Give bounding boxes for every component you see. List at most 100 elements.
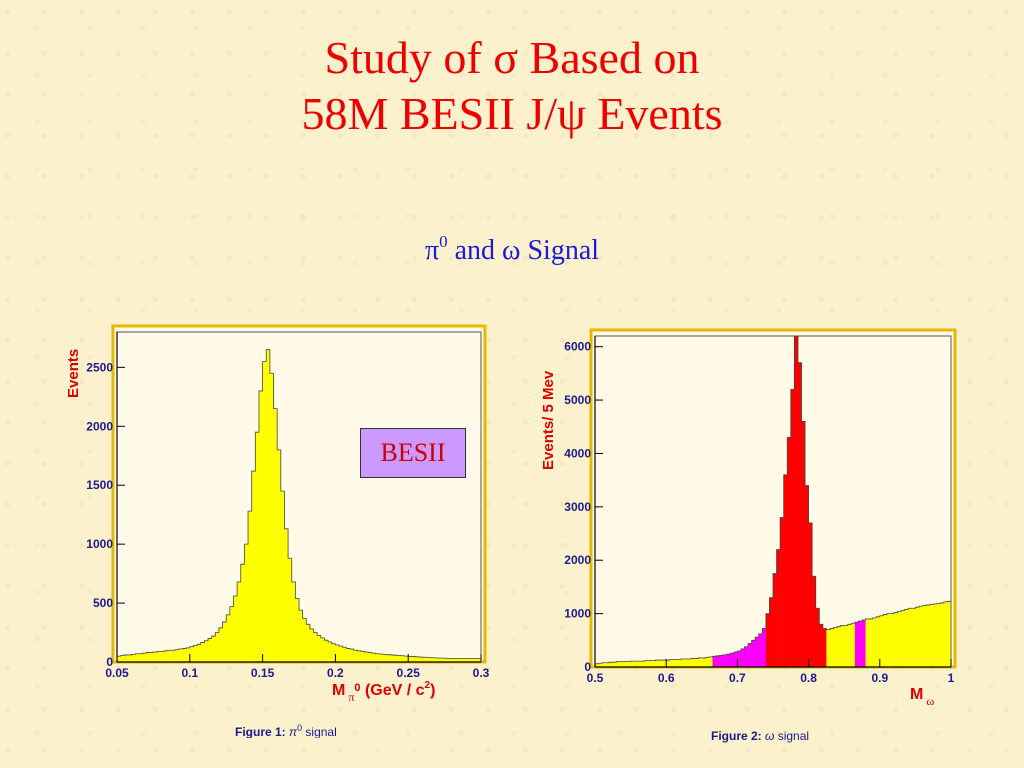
histogram-bin [819, 624, 824, 667]
histogram-bin [266, 349, 271, 662]
histogram-bin [897, 611, 902, 667]
histogram-bin [444, 658, 449, 662]
x-tick-label: 0.15 [251, 666, 275, 680]
histogram-bin [189, 646, 194, 662]
histogram-bin [462, 658, 467, 662]
histogram-bin [164, 650, 169, 662]
histogram-bin [167, 650, 172, 662]
histogram-bin [371, 653, 376, 662]
x-label-pi: π [345, 690, 354, 704]
x-tick-label: 0.7 [729, 671, 746, 685]
histogram-bin [153, 651, 158, 662]
y-tick-label: 1500 [86, 478, 113, 492]
y-tick-label: 5000 [564, 393, 591, 407]
figure-caption: Figure 1: π0 signal [235, 723, 337, 738]
histogram-bin [598, 663, 603, 667]
histogram-bin [386, 654, 391, 662]
histogram-bin [477, 658, 482, 662]
histogram-bin [426, 657, 431, 662]
histogram-bin [659, 660, 663, 667]
histogram-bin [943, 601, 948, 667]
y-tick-label: 2000 [86, 419, 113, 433]
histogram-bin [890, 613, 895, 667]
x-label-sup: 0 [354, 682, 360, 694]
histogram-bin [451, 658, 456, 662]
histogram-bin [258, 390, 263, 662]
histogram-bin [433, 657, 438, 662]
x-axis-label: M π0 (GeV / c2) [332, 680, 435, 704]
histogram-bin [716, 655, 720, 667]
histogram-bin [240, 564, 245, 662]
histogram-bin [182, 648, 187, 662]
histogram-bin [393, 655, 398, 662]
histogram-bin [218, 627, 223, 662]
y-axis-label: Events/ 5 Mev [540, 370, 557, 470]
omega-histogram-svg: 0.5 0.6 0.7 0.8 0.9 1 0 1000 2000 3000 4000 5000 600… [540, 328, 957, 743]
histogram-bin [382, 654, 387, 662]
histogram-bin [634, 661, 639, 667]
histogram-bin [684, 658, 688, 667]
histogram-bin [175, 649, 180, 662]
caption-figure: Figure 1: [235, 725, 289, 738]
histogram-bin [233, 596, 238, 662]
histogram-bin [862, 620, 866, 667]
histogram-bin [612, 662, 617, 667]
histogram-bin [733, 652, 738, 667]
histogram-bin [648, 660, 653, 667]
histogram-bin [737, 650, 742, 667]
histogram-bin [630, 661, 635, 667]
histogram-bin [808, 522, 813, 667]
histogram-bin [616, 661, 621, 667]
histogram-bin [135, 653, 140, 662]
histogram-bin [171, 650, 176, 662]
histogram-bin [255, 432, 260, 662]
histogram-bin [186, 647, 191, 662]
histogram-bin [723, 654, 728, 667]
x-label-paren: ) [430, 682, 435, 699]
y-axis-label: Events [65, 349, 82, 398]
histogram-bin [726, 654, 731, 667]
histogram-bin [847, 624, 852, 667]
histogram-bin [375, 653, 380, 662]
histogram-bin [291, 581, 296, 662]
histogram-bin [273, 408, 278, 662]
histogram-bin [440, 658, 445, 662]
histogram-bin [829, 628, 834, 667]
y-tick-label: 2500 [86, 360, 113, 374]
histogram-outline [594, 335, 952, 667]
histogram-bin [146, 652, 151, 662]
x-axis-label: M ω [910, 686, 934, 708]
caption-symbol: ω [765, 729, 774, 743]
histogram-bin [357, 650, 362, 662]
caption-sup: 0 [297, 723, 302, 733]
caption-symbol: π [289, 725, 298, 738]
histogram-bin [773, 573, 777, 667]
histogram-bin [120, 655, 125, 662]
histogram-bin [627, 661, 631, 667]
histogram-bin [708, 656, 713, 667]
histogram-bin [840, 625, 845, 667]
histogram-bin [783, 474, 788, 667]
histogram-bin [915, 607, 920, 667]
histogram-bin [302, 618, 307, 662]
y-tick-label: 500 [93, 596, 113, 610]
x-tick-label: 0.2 [327, 666, 344, 680]
histogram-bin [669, 659, 674, 667]
x-tick-label: 0.8 [800, 671, 817, 685]
histogram-bin [200, 642, 205, 662]
pi0-signal-histogram: 0.05 0.1 0.15 0.2 0.25 0.3 0 500 1000 1500 2000 250… [40, 318, 510, 739]
histogram-bin [295, 598, 300, 662]
histogram-bin [619, 661, 624, 667]
histogram-bin [328, 641, 333, 662]
histogram-bin [299, 610, 303, 662]
histogram-bin [815, 608, 820, 667]
histogram-bin [872, 617, 877, 667]
histogram-bin [408, 656, 413, 662]
histogram-bin [701, 657, 706, 667]
x-label-m: M [332, 682, 345, 699]
histogram-bin [193, 645, 198, 662]
histogram-bin [901, 610, 906, 667]
histogram-bin [197, 644, 202, 662]
histogram-bin [929, 604, 934, 667]
histogram-bin [280, 491, 285, 662]
